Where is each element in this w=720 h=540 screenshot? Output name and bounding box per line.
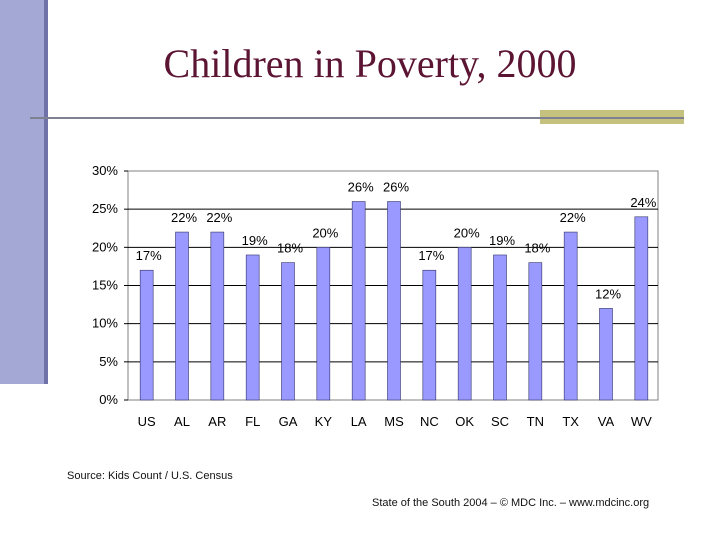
bar xyxy=(316,247,331,401)
x-tick-label: OK xyxy=(455,414,474,429)
data-label: 24% xyxy=(630,195,656,210)
bar xyxy=(563,231,578,401)
slide-title: Children in Poverty, 2000 xyxy=(163,41,577,86)
bar xyxy=(175,231,189,401)
y-tick-label: 0% xyxy=(99,392,118,407)
bar xyxy=(387,201,401,401)
bar xyxy=(634,216,649,401)
x-tick-label: MS xyxy=(384,414,404,429)
bar xyxy=(457,247,472,401)
x-tick-label: FL xyxy=(245,414,260,429)
data-label: 26% xyxy=(348,180,374,195)
y-tick-label: 25% xyxy=(92,201,118,216)
data-label: 20% xyxy=(312,225,338,240)
bar xyxy=(599,308,613,401)
bar xyxy=(351,201,366,401)
data-label: 18% xyxy=(524,241,550,256)
bar xyxy=(281,262,295,401)
bar xyxy=(139,269,154,401)
bar xyxy=(245,254,260,401)
data-label: 22% xyxy=(560,210,586,225)
x-tick-label: KY xyxy=(315,414,333,429)
x-tick-label: SC xyxy=(491,414,509,429)
footer-credit: State of the South 2004 – © MDC Inc. – w… xyxy=(372,497,650,509)
x-tick-label: TN xyxy=(527,414,544,429)
bar xyxy=(493,254,507,401)
x-tick-label: NC xyxy=(420,414,439,429)
data-label: 20% xyxy=(454,225,480,240)
y-tick-label: 30% xyxy=(92,163,118,178)
y-tick-label: 15% xyxy=(92,278,118,293)
data-label: 19% xyxy=(242,233,268,248)
data-label: 17% xyxy=(136,248,162,263)
x-tick-label: TX xyxy=(562,414,579,429)
data-label: 22% xyxy=(206,210,232,225)
x-tick-label: US xyxy=(138,414,156,429)
sidebar-decoration xyxy=(0,0,46,384)
divider-accent-line xyxy=(540,117,684,119)
x-tick-label: LA xyxy=(351,414,367,429)
data-label: 26% xyxy=(383,180,409,195)
title-divider xyxy=(30,117,682,119)
data-label: 17% xyxy=(418,248,444,263)
x-tick-label: AR xyxy=(208,414,226,429)
bar xyxy=(528,262,543,401)
data-label: 19% xyxy=(489,233,515,248)
data-label: 12% xyxy=(595,286,621,301)
y-tick-label: 20% xyxy=(92,239,118,254)
y-tick-label: 10% xyxy=(92,316,118,331)
bar xyxy=(210,231,225,401)
bar xyxy=(422,269,437,401)
x-tick-label: WV xyxy=(631,414,652,429)
source-note: Source: Kids Count / U.S. Census xyxy=(67,470,233,482)
x-tick-label: VA xyxy=(598,414,615,429)
x-tick-label: GA xyxy=(279,414,298,429)
sidebar-edge-decoration xyxy=(44,0,48,384)
data-label: 22% xyxy=(171,210,197,225)
x-tick-label: AL xyxy=(174,414,190,429)
data-label: 18% xyxy=(277,241,303,256)
y-tick-label: 5% xyxy=(99,354,118,369)
